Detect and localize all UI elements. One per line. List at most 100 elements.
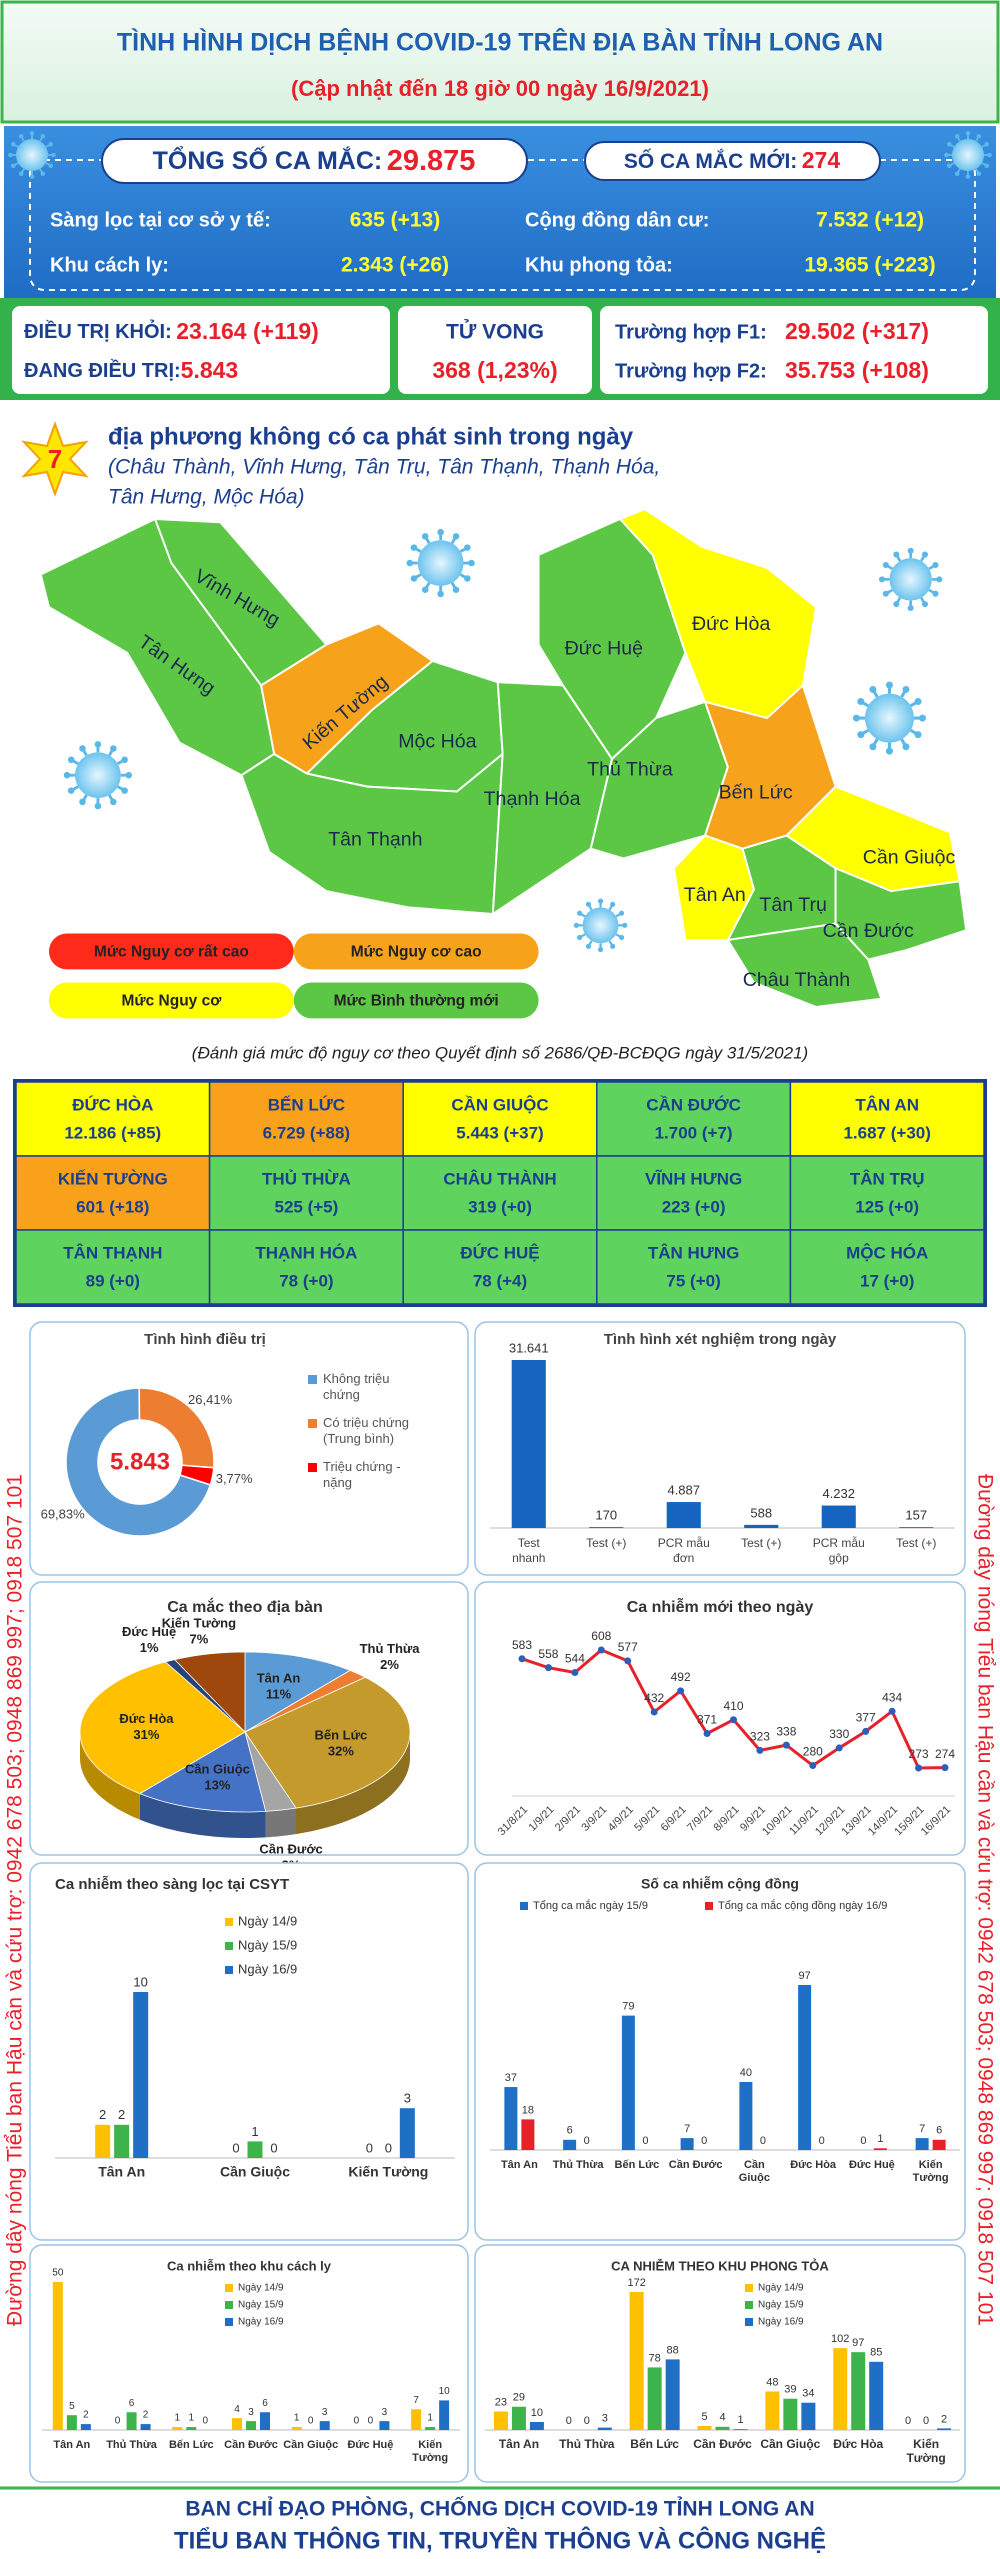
- district-label: Tân An: [684, 884, 746, 906]
- bar: [133, 1992, 149, 2158]
- donut-slice: [65, 1387, 212, 1537]
- bar: [563, 2139, 577, 2150]
- data-label: 3: [248, 2407, 254, 2418]
- legend-marker: [225, 2318, 233, 2326]
- virus-knob: [79, 798, 86, 806]
- data-label: 5: [69, 2401, 75, 2412]
- virus-knob: [79, 745, 86, 752]
- slice-value: 2%: [380, 1657, 399, 1672]
- table-cell: [402, 1229, 598, 1305]
- district-label: Cần Đước: [823, 920, 914, 942]
- data-label: 0: [701, 2135, 707, 2147]
- bar: [439, 2400, 450, 2430]
- table-cell: [402, 1155, 598, 1231]
- f2-label: Trường hợp F2:: [615, 360, 767, 382]
- bar: [511, 2406, 526, 2430]
- bar: [425, 2427, 436, 2430]
- bar: [869, 2361, 884, 2430]
- virus-body: [889, 558, 932, 601]
- x-tick-label: Cần Đước: [669, 2159, 723, 2171]
- data-label: 34: [802, 2388, 814, 2400]
- legend-label: Mức Nguy cơ: [121, 992, 222, 1009]
- virus-icon: [852, 681, 926, 755]
- virus-knob: [11, 163, 16, 169]
- legend-marker: [225, 2301, 233, 2309]
- x-tick-label: Kiến Tường: [412, 2439, 448, 2464]
- legend-label: Có triệu chứng (Trung bình): [323, 1415, 409, 1446]
- legend-label: Ngày 15/9: [238, 1937, 297, 1952]
- data-label: 3: [322, 2407, 328, 2418]
- legend-label: Ngày 15/9: [238, 2300, 284, 2311]
- data-label: 558: [538, 1647, 558, 1661]
- slice-name: Đức Hòa: [119, 1711, 174, 1726]
- slice-name: Cần Đước: [259, 1841, 322, 1856]
- text-line: Kiến: [919, 2159, 943, 2171]
- virus-knob: [907, 604, 914, 612]
- badge: 7: [48, 444, 62, 474]
- table-cell: [208, 1155, 404, 1231]
- virus-knob: [585, 901, 592, 907]
- x-tick-label: Cần Đước: [693, 2437, 752, 2451]
- data-label: 0: [232, 2140, 239, 2155]
- bar: [521, 2119, 535, 2150]
- recovered-text: ĐIỀU TRỊ KHỎI: 23.164 (+119): [24, 318, 319, 344]
- bar: [589, 1527, 624, 1528]
- summary-value: 7.532 (+12): [816, 209, 924, 232]
- virus-icon: [573, 898, 628, 953]
- slice-value: 31%: [133, 1727, 159, 1742]
- chart-title: Tình hình xét nghiệm trong ngày: [604, 1331, 837, 1348]
- virus-knob: [94, 802, 102, 810]
- chart-title: Tình hình điều trị: [144, 1331, 266, 1348]
- bar: [833, 2348, 848, 2430]
- bar: [379, 2421, 390, 2430]
- virus-knob: [610, 901, 616, 907]
- virus-knob: [421, 533, 429, 540]
- summary-frame: [29, 159, 976, 291]
- virus-knob: [885, 681, 893, 689]
- data-label: 583: [512, 1638, 532, 1652]
- data-label: 434: [882, 1690, 902, 1704]
- slice-value: 7%: [190, 1632, 209, 1647]
- marker: [809, 1762, 817, 1770]
- slice-name: Đức Huệ: [122, 1624, 176, 1639]
- legend-marker: [745, 2284, 753, 2292]
- footer-line: TIỂU BAN THÔNG TIN, TRUYỀN THÔNG VÀ CÔNG…: [174, 2526, 826, 2554]
- new-pill: [584, 141, 881, 181]
- virus-knob: [921, 551, 929, 558]
- virus-knob: [125, 771, 133, 779]
- bar: [114, 2124, 130, 2158]
- data-label: 7: [684, 2123, 690, 2135]
- marker: [544, 1664, 552, 1672]
- bar: [172, 2427, 183, 2430]
- chart-panel: [29, 2244, 469, 2483]
- data-label: 78: [649, 2352, 661, 2364]
- legend-pill: [48, 933, 294, 970]
- map-detail: (Châu Thành, Vĩnh Hưng, Tân Trụ, Tân Thạ…: [108, 456, 660, 479]
- legend-marker: [308, 1375, 317, 1384]
- footer-line: BAN CHỈ ĐẠO PHÒNG, CHỐNG DỊCH COVID-19 T…: [185, 2497, 814, 2521]
- virus-knob: [40, 171, 46, 176]
- district-name: CẦN GIUỘC: [451, 1095, 548, 1114]
- chart-panel: [474, 1321, 966, 1576]
- summary-value: 2.343 (+26): [341, 254, 449, 277]
- virus-knob: [121, 756, 128, 764]
- text-line: PCR mẫu: [658, 1535, 710, 1550]
- data-label: 172: [627, 2277, 645, 2289]
- pie-slice: [79, 1661, 246, 1795]
- legend-pill: [293, 933, 539, 970]
- total-label: TỔNG SỐ CA MẮC:: [153, 145, 383, 175]
- new-label: SỐ CA MẮC MỚI:: [624, 149, 797, 173]
- virus-icon: [8, 131, 56, 179]
- bar: [140, 2424, 151, 2430]
- district-name: CHÂU THÀNH: [443, 1169, 556, 1188]
- status-box: [398, 306, 592, 394]
- text-line: Kiến: [418, 2439, 442, 2451]
- data-label: 0: [270, 2140, 277, 2155]
- virus-knob: [437, 590, 444, 598]
- data-label: 3: [382, 2407, 388, 2418]
- table-cell: [15, 1229, 211, 1305]
- text-line: chứng: [323, 1387, 360, 1402]
- text-line: nặng: [323, 1475, 352, 1490]
- header-panel: [0, 0, 1000, 124]
